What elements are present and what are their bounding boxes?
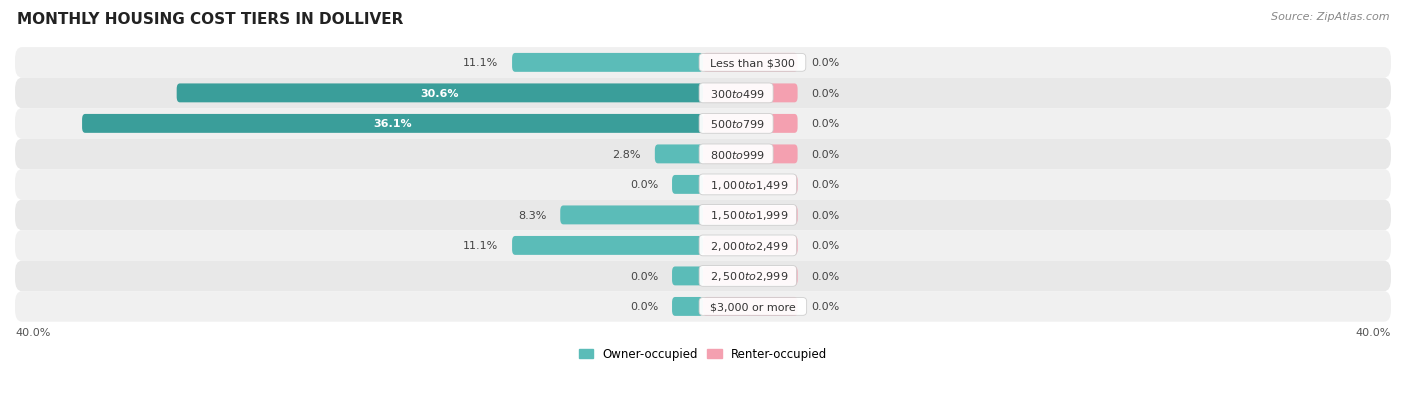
- Text: 36.1%: 36.1%: [373, 119, 412, 129]
- FancyBboxPatch shape: [82, 115, 703, 133]
- Text: 0.0%: 0.0%: [811, 58, 839, 68]
- FancyBboxPatch shape: [703, 176, 797, 195]
- FancyBboxPatch shape: [560, 206, 703, 225]
- FancyBboxPatch shape: [15, 261, 1391, 292]
- FancyBboxPatch shape: [703, 54, 797, 73]
- Text: $3,000 or more: $3,000 or more: [703, 302, 803, 312]
- FancyBboxPatch shape: [15, 200, 1391, 230]
- Text: 0.0%: 0.0%: [811, 89, 839, 99]
- Text: 0.0%: 0.0%: [811, 271, 839, 281]
- Text: $1,500 to $1,999: $1,500 to $1,999: [703, 209, 793, 222]
- FancyBboxPatch shape: [15, 109, 1391, 139]
- Text: Source: ZipAtlas.com: Source: ZipAtlas.com: [1271, 12, 1389, 22]
- FancyBboxPatch shape: [672, 267, 703, 286]
- Text: 11.1%: 11.1%: [463, 241, 498, 251]
- FancyBboxPatch shape: [512, 54, 703, 73]
- Text: 0.0%: 0.0%: [811, 241, 839, 251]
- FancyBboxPatch shape: [15, 139, 1391, 170]
- FancyBboxPatch shape: [15, 170, 1391, 200]
- FancyBboxPatch shape: [672, 176, 703, 195]
- Text: 11.1%: 11.1%: [463, 58, 498, 68]
- FancyBboxPatch shape: [703, 145, 797, 164]
- FancyBboxPatch shape: [703, 115, 797, 133]
- Text: $500 to $799: $500 to $799: [703, 118, 769, 130]
- FancyBboxPatch shape: [703, 267, 797, 286]
- Text: 0.0%: 0.0%: [811, 302, 839, 312]
- Text: 0.0%: 0.0%: [630, 302, 658, 312]
- FancyBboxPatch shape: [703, 297, 797, 316]
- Text: Less than $300: Less than $300: [703, 58, 801, 68]
- FancyBboxPatch shape: [15, 230, 1391, 261]
- Text: 0.0%: 0.0%: [630, 271, 658, 281]
- FancyBboxPatch shape: [512, 236, 703, 255]
- FancyBboxPatch shape: [177, 84, 703, 103]
- Text: MONTHLY HOUSING COST TIERS IN DOLLIVER: MONTHLY HOUSING COST TIERS IN DOLLIVER: [17, 12, 404, 27]
- Text: $300 to $499: $300 to $499: [703, 88, 769, 100]
- Text: $800 to $999: $800 to $999: [703, 149, 769, 161]
- FancyBboxPatch shape: [655, 145, 703, 164]
- FancyBboxPatch shape: [703, 84, 797, 103]
- Text: 8.3%: 8.3%: [517, 210, 547, 221]
- Text: 0.0%: 0.0%: [630, 180, 658, 190]
- Text: 40.0%: 40.0%: [1355, 328, 1391, 337]
- Text: 0.0%: 0.0%: [811, 150, 839, 159]
- FancyBboxPatch shape: [703, 206, 797, 225]
- Text: 0.0%: 0.0%: [811, 119, 839, 129]
- FancyBboxPatch shape: [703, 236, 797, 255]
- FancyBboxPatch shape: [15, 292, 1391, 322]
- Legend: Owner-occupied, Renter-occupied: Owner-occupied, Renter-occupied: [574, 343, 832, 366]
- Text: 30.6%: 30.6%: [420, 89, 460, 99]
- Text: 0.0%: 0.0%: [811, 210, 839, 221]
- Text: $2,000 to $2,499: $2,000 to $2,499: [703, 240, 793, 252]
- FancyBboxPatch shape: [15, 48, 1391, 78]
- Text: $2,500 to $2,999: $2,500 to $2,999: [703, 270, 793, 283]
- Text: 40.0%: 40.0%: [15, 328, 51, 337]
- FancyBboxPatch shape: [672, 297, 703, 316]
- FancyBboxPatch shape: [15, 78, 1391, 109]
- Text: 2.8%: 2.8%: [613, 150, 641, 159]
- Text: 0.0%: 0.0%: [811, 180, 839, 190]
- Text: $1,000 to $1,499: $1,000 to $1,499: [703, 178, 793, 192]
